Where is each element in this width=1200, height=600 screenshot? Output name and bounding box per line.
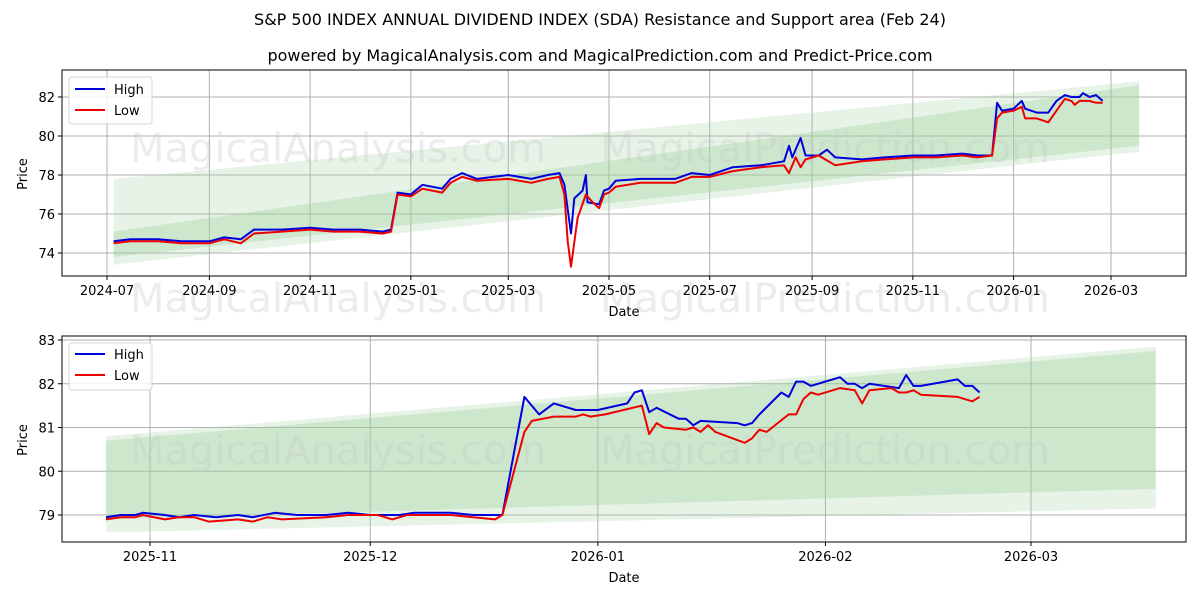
chart-subtitle: powered by MagicalAnalysis.com and Magic…: [267, 46, 933, 65]
y-tick-label: 78: [38, 169, 55, 184]
top-chart-frame: [61, 69, 1187, 277]
support-resistance-band: [113, 85, 1140, 257]
watermark-text: MagicalAnalysis.com: [130, 428, 546, 474]
x-tick-label: 2025-12: [343, 550, 397, 565]
top-y-axis-label: Price: [16, 158, 31, 190]
x-tick-label: 2025-11: [886, 284, 940, 299]
top-chart-watermarks: MagicalAnalysis.com MagicalPrediction.co…: [130, 126, 1050, 322]
top-chart-series: [113, 92, 1104, 268]
bottom-chart-ticks: 2025-11 2025-12 2026-01 2026-02 2026-03 79 80 8…: [38, 334, 1058, 565]
y-tick-label: 80: [38, 465, 55, 480]
x-tick-label: 2025-07: [683, 284, 737, 299]
x-tick-label: 2024-09: [182, 284, 236, 299]
x-tick-label: 2025-01: [384, 284, 438, 299]
top-chart-ticks: 2024-07 2024-09 2024-11 2025-01 2025-03 2025-…: [38, 91, 1138, 299]
y-tick-label: 82: [38, 378, 55, 393]
top-chart-bands: [113, 81, 1140, 265]
x-tick-label: 2024-07: [80, 284, 134, 299]
x-tick-label: 2026-03: [1004, 550, 1058, 565]
bottom-chart-bands: [105, 346, 1156, 533]
support-resistance-band: [105, 346, 1156, 533]
x-tick-label: 2026-01: [986, 284, 1040, 299]
x-tick-label: 2025-03: [481, 284, 535, 299]
y-tick-label: 80: [38, 130, 55, 145]
top-x-axis-label: Date: [608, 305, 639, 320]
chart-title: S&P 500 INDEX ANNUAL DIVIDEND INDEX (SDA…: [254, 10, 946, 29]
top-chart: MagicalAnalysis.com MagicalPrediction.co…: [16, 69, 1187, 322]
support-resistance-band: [105, 350, 1156, 520]
legend-low-label: Low: [114, 369, 140, 384]
series-high-line: [105, 374, 981, 519]
legend-low-label: Low: [114, 104, 140, 119]
series-low-line: [105, 387, 981, 523]
x-tick-label: 2026-03: [1084, 284, 1138, 299]
bottom-chart: MagicalAnalysis.com MagicalPrediction.co…: [16, 334, 1187, 586]
series-low-line: [113, 97, 1103, 268]
bottom-y-axis-label: Price: [16, 424, 31, 456]
bottom-legend: High Low: [68, 342, 153, 391]
support-resistance-band: [113, 81, 1140, 265]
watermark-text: MagicalPrediction.com: [600, 428, 1050, 474]
y-tick-label: 79: [38, 509, 55, 524]
watermark-text: MagicalAnalysis.com: [130, 276, 546, 322]
legend-high-label: High: [114, 83, 144, 98]
bottom-chart-series: [105, 374, 981, 523]
bottom-chart-grid: [62, 336, 1186, 542]
x-tick-label: 2024-11: [283, 284, 337, 299]
legend-high-label: High: [114, 348, 144, 363]
bottom-chart-frame: [61, 335, 1187, 543]
x-tick-label: 2026-02: [798, 550, 852, 565]
watermark-text: MagicalPrediction.com: [600, 126, 1050, 172]
y-tick-label: 82: [38, 91, 55, 106]
y-tick-label: 81: [38, 422, 55, 437]
y-tick-label: 74: [38, 247, 55, 262]
y-tick-label: 76: [38, 208, 55, 223]
bottom-chart-watermarks: MagicalAnalysis.com MagicalPrediction.co…: [130, 428, 1050, 474]
y-tick-label: 83: [38, 334, 55, 349]
x-tick-label: 2025-11: [123, 550, 177, 565]
x-tick-label: 2025-09: [785, 284, 839, 299]
watermark-text: MagicalAnalysis.com: [130, 126, 546, 172]
bottom-x-axis-label: Date: [608, 571, 639, 586]
x-tick-label: 2026-01: [571, 550, 625, 565]
watermark-text: MagicalPrediction.com: [600, 276, 1050, 322]
series-high-line: [113, 92, 1104, 243]
x-tick-label: 2025-05: [582, 284, 636, 299]
top-legend: High Low: [68, 76, 153, 125]
